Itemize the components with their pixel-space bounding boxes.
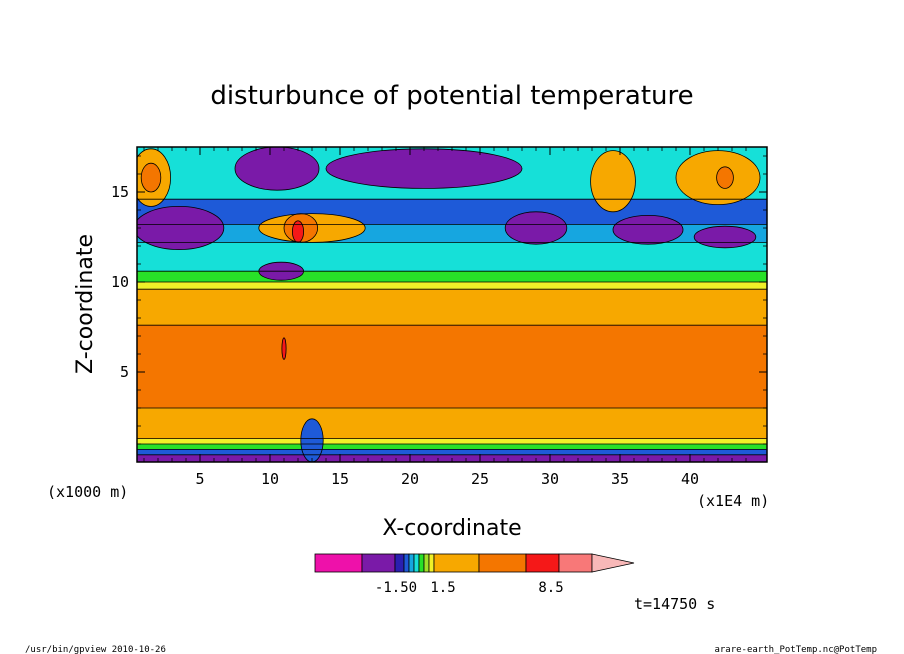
field-blob-10: [716, 166, 734, 189]
field-layer-8: [137, 271, 767, 282]
x-tick-label: 5: [195, 470, 204, 488]
field-layer-2: [137, 444, 767, 450]
x-tick-label: 35: [611, 470, 629, 488]
contour-ring-1: [234, 147, 320, 191]
contour-ring-3: [504, 211, 568, 245]
colorbar-segment: [428, 553, 435, 573]
y-tick-label: 10: [111, 273, 129, 291]
y-tick-label: 5: [120, 363, 129, 381]
field-blob-13: [292, 220, 304, 243]
contour-ring-7: [140, 162, 162, 193]
field-blob-0: [137, 206, 224, 250]
colorbar-label: 8.5: [538, 580, 563, 596]
x-tick-label: 30: [541, 470, 559, 488]
field-blob-15: [281, 337, 287, 360]
x-axis-label: X-coordinate: [382, 516, 521, 541]
contour-ring-4: [612, 215, 684, 245]
colorbar-segment: [418, 553, 425, 573]
colorbar-segment: [361, 553, 396, 573]
field-blob-16: [300, 418, 324, 462]
x-tick-label: 10: [261, 470, 279, 488]
field-blob-4: [613, 215, 683, 245]
x-tick-label: 20: [401, 470, 419, 488]
colorbar-segment: [433, 553, 480, 573]
x-tick-label: 15: [331, 470, 349, 488]
field-blob-8: [590, 150, 636, 212]
contour-ring-6: [137, 148, 171, 207]
contour-ring-15: [281, 337, 287, 360]
colorbar-segment: [558, 553, 593, 573]
y-tick-label: 15: [111, 183, 129, 201]
field-layer-3: [137, 438, 767, 444]
field-layer-6: [137, 289, 767, 326]
field-blob-7: [141, 163, 161, 193]
contour-ring-14: [258, 261, 305, 281]
field-layer-9: [137, 242, 767, 272]
colorbar-segment: [478, 553, 527, 573]
colorbar-segment: [314, 553, 363, 573]
colorbar-label: -1.50: [375, 580, 417, 596]
colorbar-segment: [413, 553, 420, 573]
contour-ring-13: [291, 220, 304, 243]
colorbar-segment: [525, 553, 560, 573]
field-layer-1: [137, 449, 767, 455]
field-blob-3: [505, 211, 567, 245]
colorbar-segment: [403, 553, 410, 573]
colorbar-label: 1.5: [430, 580, 455, 596]
x-tick-label: 25: [471, 470, 489, 488]
contour-ring-10: [716, 166, 734, 189]
time-label: t=14750 s: [634, 595, 715, 613]
footer-left: /usr/bin/gpview 2010-10-26: [25, 645, 166, 654]
colorbar-segment: [408, 553, 415, 573]
field-blob-1: [235, 147, 319, 191]
field-blob-2: [326, 148, 522, 189]
colorbar-segment: [394, 553, 405, 573]
contour-ring-0: [137, 206, 225, 250]
footer-right: arare-earth_PotTemp.nc@PotTemp: [714, 645, 877, 654]
y-axis-label: Z-coordinate: [73, 234, 98, 374]
chart-title: disturbunce of potential temperature: [210, 81, 693, 111]
x-axis-units-left: (x1000 m): [47, 483, 128, 501]
colorbar-arrow: [591, 553, 635, 573]
plot-area: [137, 147, 767, 462]
contour-ring-5: [693, 225, 757, 249]
colorbar-segment: [423, 553, 430, 573]
y-axis-ticks: 5 10 15: [111, 155, 767, 445]
x-axis-ticks: 5 10 15 20 25 30 35 40: [143, 147, 747, 488]
field-layer-7: [137, 282, 767, 290]
contour-ring-11: [258, 213, 366, 243]
contour-ring-12: [283, 213, 318, 243]
field-layer-4: [137, 408, 767, 439]
x-tick-label: 40: [681, 470, 699, 488]
field-layer-5: [137, 325, 767, 408]
contour-ring-8: [590, 150, 636, 213]
colorbar: -1.50 1.5 8.5: [314, 553, 635, 596]
x-axis-units-right: (x1E4 m): [697, 492, 769, 510]
